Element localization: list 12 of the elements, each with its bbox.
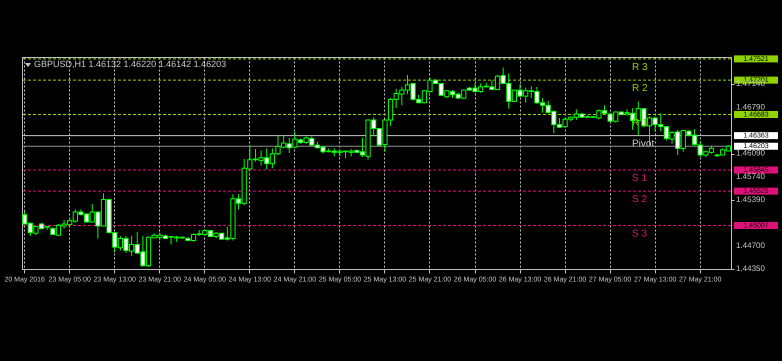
ref-line-label: S 1 [632,172,648,184]
ref-line-label: R 2 [632,83,648,94]
ref-line-label: S 3 [632,228,648,240]
y-tick-label: 1.46790 [736,102,766,112]
y-tick-label: 1.45390 [736,195,766,204]
y-tick-label: 1.44350 [736,264,766,273]
y-tick-label: 1.44700 [736,240,766,250]
ref-line-label: R 3 [632,62,648,73]
y-tick-label: 1.45740 [736,172,766,181]
ref-line-label: S 2 [632,194,648,206]
y-tick-label: 1.46090 [736,148,766,158]
chart-title: GBPUSD,H1 1.46132 1.46220 1.46142 1.46203 [34,59,226,69]
